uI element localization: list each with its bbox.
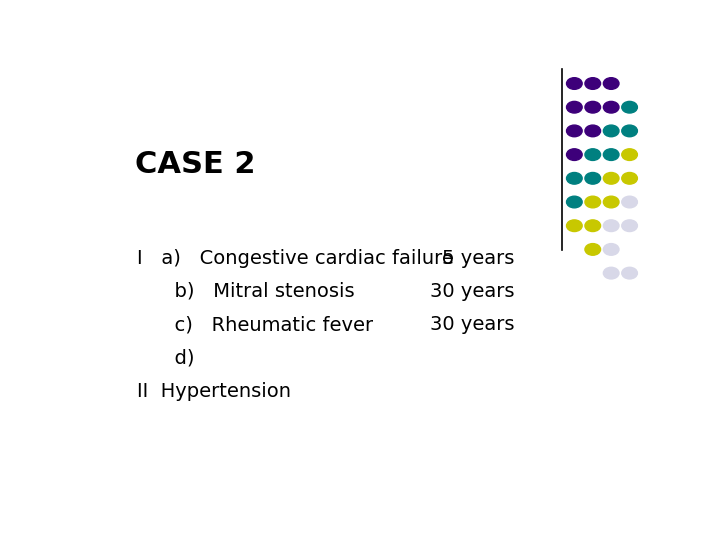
Circle shape (622, 196, 637, 208)
Text: c)   Rheumatic fever: c) Rheumatic fever (138, 315, 374, 334)
Text: 30 years: 30 years (430, 282, 514, 301)
Circle shape (585, 149, 600, 160)
Circle shape (585, 125, 600, 137)
Text: d): d) (138, 348, 195, 367)
Text: 5 years: 5 years (441, 248, 514, 268)
Circle shape (622, 172, 637, 184)
Circle shape (585, 172, 600, 184)
Circle shape (603, 220, 619, 232)
Circle shape (585, 102, 600, 113)
Text: II  Hypertension: II Hypertension (138, 382, 292, 401)
Circle shape (585, 220, 600, 232)
Circle shape (603, 78, 619, 89)
Circle shape (567, 102, 582, 113)
Circle shape (567, 125, 582, 137)
Circle shape (567, 78, 582, 89)
Text: I   a)   Congestive cardiac failure: I a) Congestive cardiac failure (138, 248, 454, 268)
Circle shape (603, 244, 619, 255)
Circle shape (603, 125, 619, 137)
Circle shape (622, 125, 637, 137)
Circle shape (585, 78, 600, 89)
Circle shape (585, 196, 600, 208)
Text: CASE 2: CASE 2 (135, 150, 255, 179)
Circle shape (622, 267, 637, 279)
Circle shape (567, 172, 582, 184)
Circle shape (603, 149, 619, 160)
Circle shape (622, 102, 637, 113)
Circle shape (603, 267, 619, 279)
Text: b)   Mitral stenosis: b) Mitral stenosis (138, 282, 355, 301)
Text: 30 years: 30 years (430, 315, 514, 334)
Circle shape (622, 149, 637, 160)
Circle shape (585, 244, 600, 255)
Circle shape (603, 102, 619, 113)
Circle shape (622, 220, 637, 232)
Circle shape (567, 149, 582, 160)
Circle shape (567, 220, 582, 232)
Circle shape (567, 196, 582, 208)
Circle shape (603, 196, 619, 208)
Circle shape (603, 172, 619, 184)
